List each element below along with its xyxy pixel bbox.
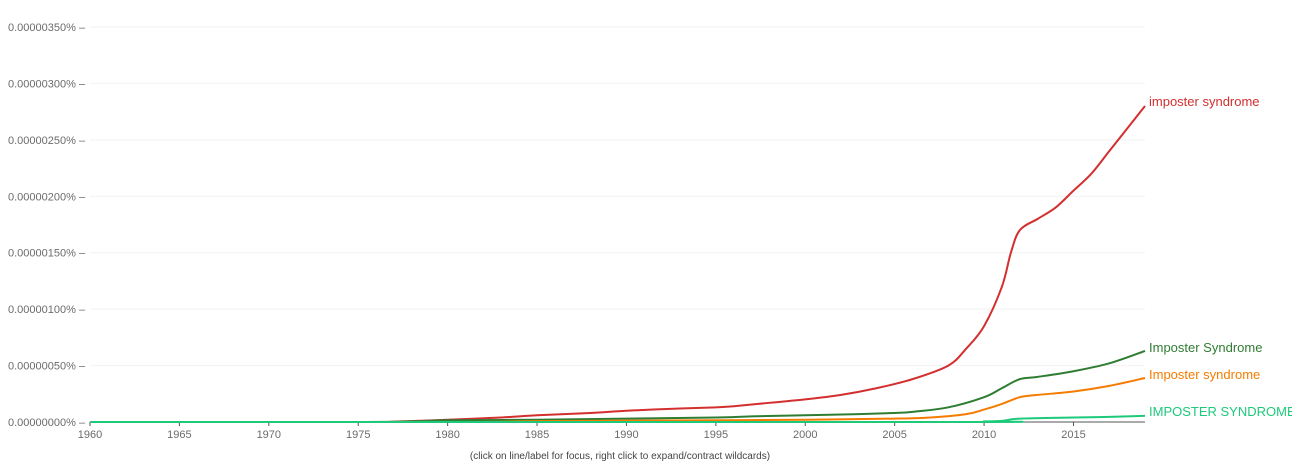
y-tick-label: 0.00000050% – (8, 361, 86, 373)
y-tick-label: 0.00000300% – (8, 78, 86, 90)
chart-footnote: (click on line/label for focus, right cl… (469, 451, 771, 462)
y-tick-label: 0.00000150% – (8, 248, 86, 260)
x-tick-label: 2015 (1061, 429, 1085, 441)
x-tick-label: 1985 (525, 429, 549, 441)
x-tick-label: 1970 (257, 429, 281, 441)
x-tick-label: 1960 (78, 429, 102, 441)
x-tick-label: 1980 (435, 429, 459, 441)
series-label[interactable]: Imposter syndrome (1149, 367, 1260, 382)
series-label[interactable]: Imposter Syndrome (1149, 340, 1262, 355)
x-tick-label: 1995 (704, 429, 728, 441)
y-tick-label: 0.00000200% – (8, 191, 86, 203)
x-tick-label: 1965 (167, 429, 191, 441)
y-tick-label: 0.00000250% – (8, 135, 86, 147)
ngram-chart: 0.00000000% – 0.00000050% – 0.00000100% – 0… (8, 22, 1292, 441)
y-tick-label: 0.00000000% – (8, 417, 86, 429)
x-tick-label: 1990 (614, 429, 638, 441)
y-axis: 0.00000000% – 0.00000050% – 0.00000100% – 0… (8, 22, 86, 429)
series-line[interactable] (89, 105, 1146, 424)
x-tick-label: 2005 (882, 429, 906, 441)
x-axis: 1960 1965 1970 1975 1980 1985 1990 1995 2000 2005… (78, 421, 1145, 441)
series-labels: imposter syndrome Imposter Syndrome Impost… (1149, 94, 1292, 419)
x-tick-label: 1975 (346, 429, 370, 441)
x-tick-label: 2010 (972, 429, 996, 441)
grid (90, 26, 1145, 367)
series-line[interactable] (89, 414, 1146, 424)
y-tick-label: 0.00000100% – (8, 304, 86, 316)
series-label[interactable]: imposter syndrome (1149, 94, 1260, 109)
series-lines (89, 105, 1146, 424)
y-tick-label: 0.00000350% – (8, 22, 86, 34)
x-tick-label: 2000 (793, 429, 817, 441)
series-line[interactable] (89, 377, 1146, 424)
series-label[interactable]: IMPOSTER SYNDROME (1149, 404, 1292, 419)
